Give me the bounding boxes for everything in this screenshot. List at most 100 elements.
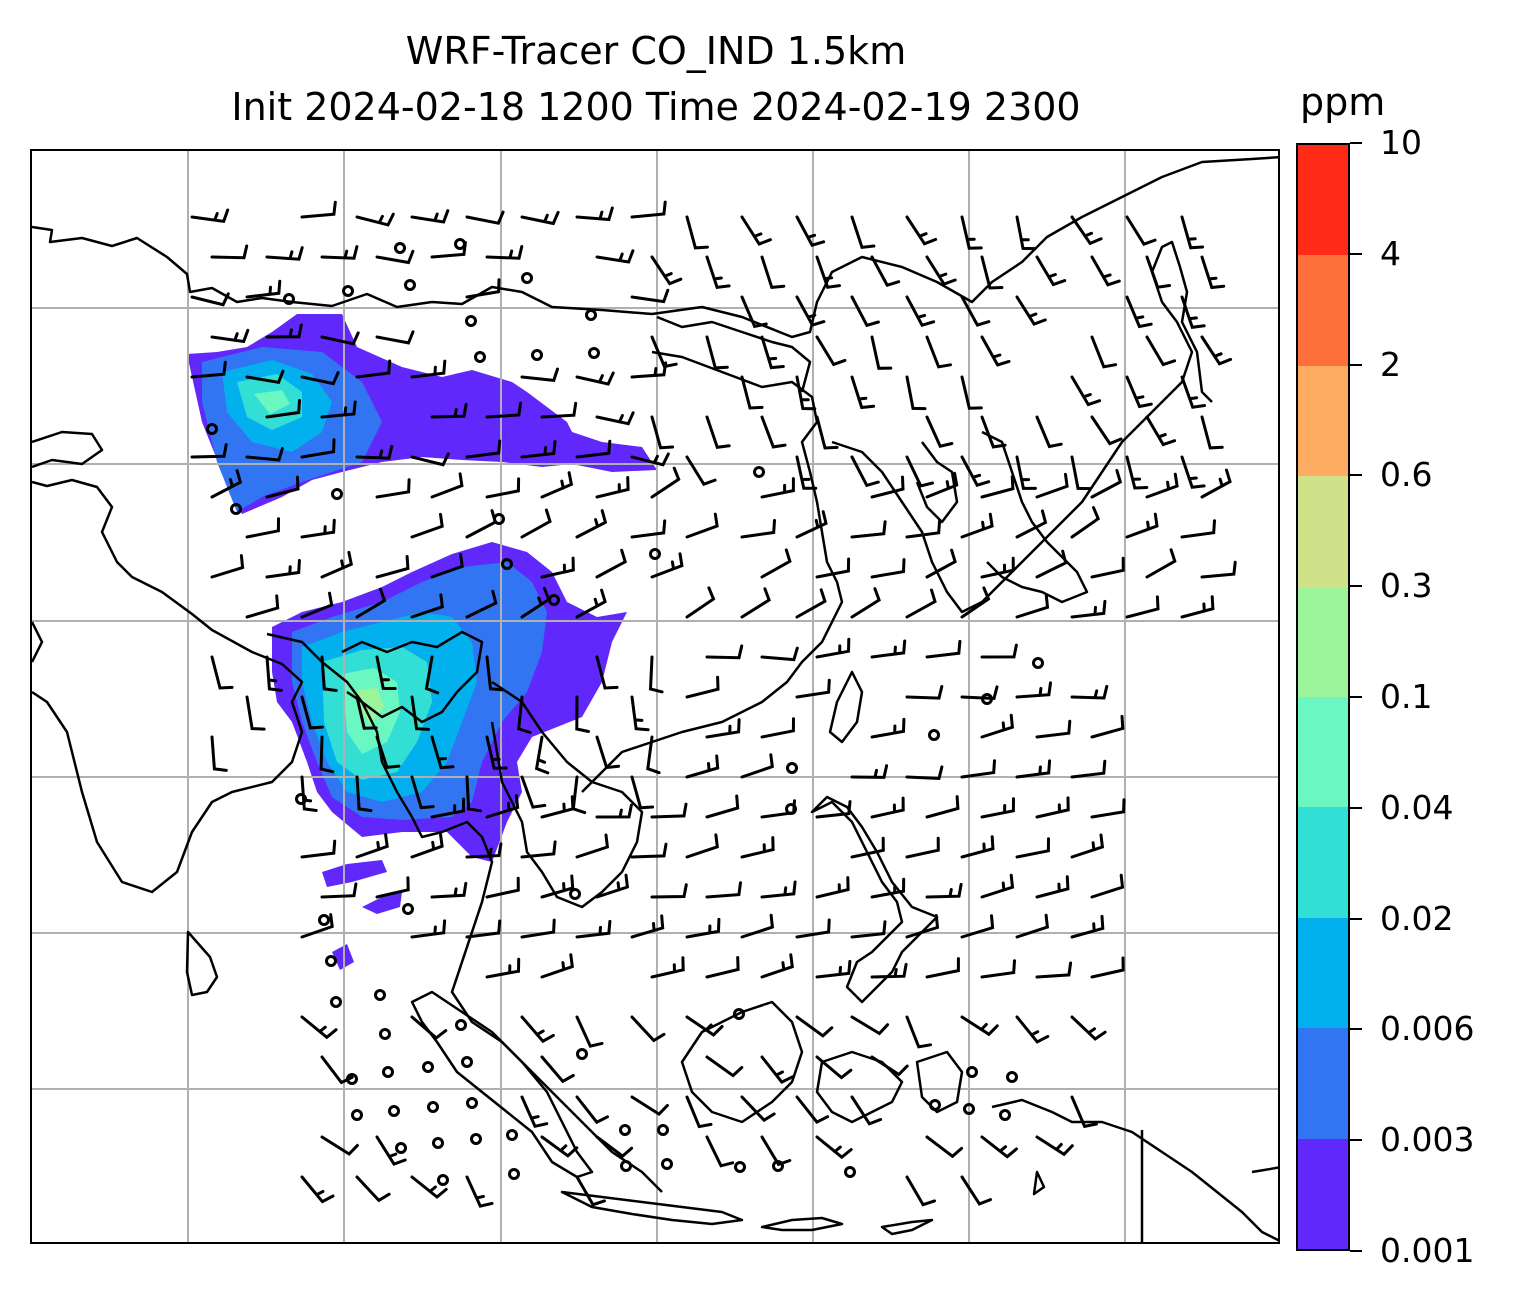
wind-barb <box>375 1135 407 1166</box>
wind-barb <box>905 836 940 859</box>
calm-wind-circle <box>588 347 600 359</box>
calm-wind-circle <box>427 1101 439 1113</box>
wind-barb <box>1070 1015 1107 1041</box>
wind-barb <box>430 472 464 499</box>
wind-barb <box>210 469 243 499</box>
wind-barb <box>646 735 661 775</box>
calm-wind-circle <box>382 1066 394 1078</box>
wind-barb <box>300 913 334 939</box>
calm-wind-circle <box>455 1019 467 1031</box>
wind-barb <box>795 375 817 411</box>
colorbar-tick-label: 0.04 <box>1380 787 1454 827</box>
wind-barb <box>575 588 607 619</box>
wind-barb <box>300 839 337 859</box>
wind-barb <box>925 335 952 369</box>
calm-wind-circle <box>963 1103 975 1115</box>
wind-barb <box>320 1135 359 1156</box>
wind-barb <box>465 589 498 619</box>
calm-wind-circle <box>649 548 661 560</box>
wind-barb <box>575 1015 604 1048</box>
wind-barb <box>650 883 688 899</box>
wind-barb <box>685 1015 724 1037</box>
wind-barb <box>760 880 797 899</box>
calm-wind-circle <box>331 488 343 500</box>
co-plume-north <box>187 314 657 514</box>
wind-barb <box>245 517 280 539</box>
wind-barb <box>540 795 575 819</box>
wind-barb <box>870 639 907 659</box>
wind-barb <box>375 735 401 770</box>
wind-barb <box>485 735 508 770</box>
wind-barb <box>1145 472 1179 499</box>
wind-barb <box>430 241 467 259</box>
wind-barb <box>650 255 683 286</box>
wind-barb <box>760 548 792 579</box>
wind-barb <box>210 735 228 772</box>
colorbar-tick-label: 2 <box>1380 344 1401 384</box>
wind-barb <box>1090 255 1121 287</box>
calm-wind-circle <box>432 1137 444 1149</box>
wind-barb <box>410 209 450 224</box>
wind-barb <box>465 775 482 813</box>
wind-barb <box>980 255 1004 290</box>
wind-barb <box>485 957 521 979</box>
wind-barb <box>905 455 934 488</box>
wind-barb <box>465 210 505 225</box>
wind-barb <box>870 475 905 499</box>
wind-barb <box>355 695 378 730</box>
wind-barb <box>375 555 410 579</box>
wind-barb <box>795 678 831 699</box>
wind-barb <box>630 695 650 732</box>
wind-barb <box>465 439 502 459</box>
wind-barb <box>1200 255 1226 290</box>
wind-barb <box>850 375 876 410</box>
wind-barb <box>1015 295 1047 326</box>
wind-barb <box>1180 519 1216 539</box>
wind-barb <box>485 876 520 899</box>
wind-barb <box>705 644 744 660</box>
wind-barb <box>740 587 771 619</box>
wind-barb <box>630 914 665 939</box>
wind-barb <box>850 520 887 539</box>
colorbar-tick-label: 0.3 <box>1380 566 1433 606</box>
wind-barb <box>630 775 655 810</box>
wind-barb <box>320 1055 354 1085</box>
calm-wind-circle <box>620 1160 632 1172</box>
calm-wind-circle <box>394 242 406 254</box>
wind-barb <box>1125 455 1149 490</box>
wind-barb <box>1145 335 1177 367</box>
wind-barb <box>1070 914 1105 939</box>
calm-wind-circle <box>330 996 342 1008</box>
calm-wind-circle <box>585 309 597 321</box>
wind-barb <box>760 1135 792 1167</box>
wind-barb <box>925 957 960 979</box>
wind-barb <box>1180 215 1205 250</box>
wind-barb <box>300 200 337 219</box>
wind-barb <box>595 873 630 899</box>
wind-barb <box>1090 335 1118 369</box>
wind-barb <box>1015 593 1050 619</box>
wind-barb <box>485 401 523 419</box>
calm-wind-circle <box>619 1124 631 1136</box>
wind-barb <box>410 832 444 859</box>
wind-barb <box>760 1055 794 1084</box>
wind-barb <box>980 335 1011 367</box>
wind-barb <box>815 800 852 819</box>
wind-barb <box>960 455 991 487</box>
wind-barb <box>705 956 740 979</box>
wind-barb <box>705 255 731 290</box>
wind-barb <box>430 553 464 579</box>
wind-barb <box>245 594 280 619</box>
wind-barb <box>355 359 392 379</box>
wind-barb <box>1070 506 1101 539</box>
calm-wind-circle <box>733 1008 745 1020</box>
colorbar-tick-mark <box>1350 696 1362 698</box>
wind-barb <box>410 1015 448 1040</box>
wind-barb <box>1090 873 1125 899</box>
colorbar-tick-mark <box>1350 252 1362 255</box>
colorbar-tick-label: 4 <box>1380 233 1401 273</box>
wind-barb <box>650 802 688 819</box>
wind-barb <box>265 246 304 261</box>
wind-barb <box>650 415 675 450</box>
calm-wind-circle <box>474 351 486 363</box>
